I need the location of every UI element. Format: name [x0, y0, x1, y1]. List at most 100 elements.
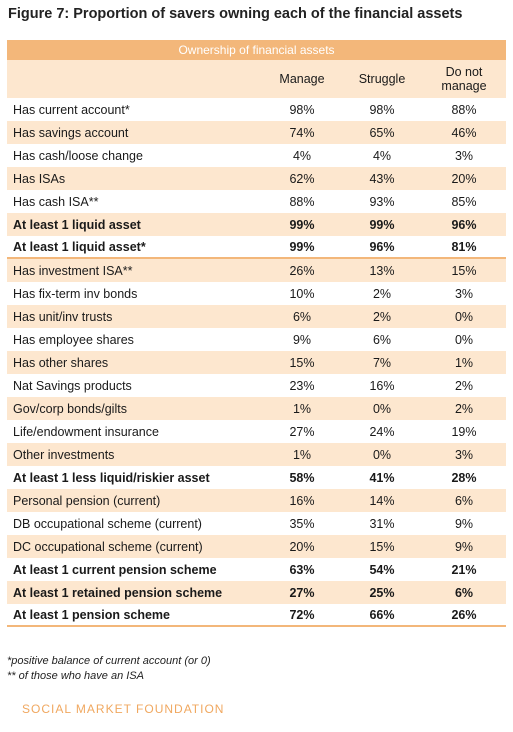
- cell-struggle: 66%: [369, 607, 395, 622]
- cell-do-not-manage: 9%: [454, 539, 474, 554]
- cell-manage: 1%: [292, 447, 312, 462]
- footer-brand: SOCIAL MARKET FOUNDATION: [22, 702, 225, 716]
- cell-manage: 88%: [289, 194, 315, 209]
- cell-manage: 10%: [289, 286, 315, 301]
- table-row: At least 1 liquid asset* 99% 96% 81%: [7, 236, 506, 259]
- row-label: At least 1 pension scheme: [13, 607, 171, 622]
- table-row: Has cash ISA** 88% 93% 85%: [7, 190, 506, 213]
- footnote: ** of those who have an ISA: [7, 670, 144, 682]
- row-label: At least 1 retained pension scheme: [13, 585, 223, 600]
- row-label: Life/endowment insurance: [13, 424, 159, 439]
- cell-manage: 63%: [289, 562, 315, 577]
- cell-do-not-manage: 88%: [451, 102, 477, 117]
- row-label: Other investments: [13, 447, 115, 462]
- cell-do-not-manage: 6%: [454, 493, 474, 508]
- cell-manage: 9%: [292, 332, 312, 347]
- cell-struggle: 16%: [369, 378, 395, 393]
- cell-do-not-manage: 81%: [451, 239, 477, 254]
- cell-struggle: 14%: [369, 493, 395, 508]
- cell-struggle: 7%: [372, 355, 392, 370]
- column-header-blank: [7, 60, 262, 98]
- row-label: Nat Savings products: [13, 378, 132, 393]
- cell-do-not-manage: 0%: [454, 309, 474, 324]
- table-row: At least 1 pension scheme 72% 66% 26%: [7, 604, 506, 627]
- row-label: Has employee shares: [13, 332, 134, 347]
- cell-do-not-manage: 96%: [451, 217, 477, 232]
- row-label: Has unit/inv trusts: [13, 309, 113, 324]
- cell-manage: 20%: [289, 539, 315, 554]
- footnotes: *positive balance of current account (or…: [7, 654, 211, 684]
- cell-manage: 74%: [289, 125, 315, 140]
- cell-manage: 98%: [289, 102, 315, 117]
- cell-manage: 58%: [289, 470, 315, 485]
- cell-manage: 99%: [289, 217, 315, 232]
- cell-do-not-manage: 20%: [451, 171, 477, 186]
- footnote: *positive balance of current account (or…: [7, 655, 211, 667]
- row-label: Has other shares: [13, 355, 109, 370]
- cell-do-not-manage: 3%: [454, 148, 474, 163]
- cell-do-not-manage: 9%: [454, 516, 474, 531]
- table-row: Has other shares 15% 7% 1%: [7, 351, 506, 374]
- cell-do-not-manage: 2%: [454, 401, 474, 416]
- table-row: Gov/corp bonds/gilts 1% 0% 2%: [7, 397, 506, 420]
- cell-manage: 72%: [289, 607, 315, 622]
- table-body: Has current account* 98% 98% 88% Has savings…: [7, 98, 506, 627]
- cell-do-not-manage: 1%: [454, 355, 474, 370]
- table-row: Has ISAs 62% 43% 20%: [7, 167, 506, 190]
- table-row: Has employee shares 9% 6% 0%: [7, 328, 506, 351]
- cell-do-not-manage: 0%: [454, 332, 474, 347]
- table-row: Has savings account 74% 65% 46%: [7, 121, 506, 144]
- cell-struggle: 54%: [369, 562, 395, 577]
- cell-struggle: 15%: [369, 539, 395, 554]
- cell-struggle: 2%: [372, 286, 392, 301]
- table-row: At least 1 less liquid/riskier asset 58% 4…: [7, 466, 506, 489]
- cell-manage: 27%: [289, 424, 315, 439]
- cell-manage: 62%: [289, 171, 315, 186]
- cell-manage: 23%: [289, 378, 315, 393]
- table-row: Has investment ISA** 26% 13% 15%: [7, 259, 506, 282]
- table-row: Has cash/loose change 4% 4% 3%: [7, 144, 506, 167]
- cell-struggle: 41%: [369, 470, 395, 485]
- column-header-row: Manage Struggle Do not manage: [7, 60, 506, 98]
- table-row: At least 1 current pension scheme 63% 54% 2…: [7, 558, 506, 581]
- table-row: DB occupational scheme (current) 35% 31% 9%: [7, 512, 506, 535]
- cell-struggle: 96%: [369, 239, 395, 254]
- column-header-manage: Manage: [279, 72, 325, 86]
- row-label: Has fix-term inv bonds: [13, 286, 138, 301]
- cell-manage: 6%: [292, 309, 312, 324]
- table-row: At least 1 liquid asset 99% 99% 96%: [7, 213, 506, 236]
- row-label: At least 1 current pension scheme: [13, 562, 217, 577]
- row-label: Personal pension (current): [13, 493, 161, 508]
- cell-struggle: 93%: [369, 194, 395, 209]
- table-row: Has fix-term inv bonds 10% 2% 3%: [7, 282, 506, 305]
- table-row: Has current account* 98% 98% 88%: [7, 98, 506, 121]
- cell-manage: 16%: [289, 493, 315, 508]
- cell-do-not-manage: 2%: [454, 378, 474, 393]
- cell-manage: 35%: [289, 516, 315, 531]
- table-row: Life/endowment insurance 27% 24% 19%: [7, 420, 506, 443]
- cell-struggle: 65%: [369, 125, 395, 140]
- cell-struggle: 98%: [369, 102, 395, 117]
- cell-do-not-manage: 6%: [454, 585, 474, 600]
- cell-struggle: 24%: [369, 424, 395, 439]
- table-row: DC occupational scheme (current) 20% 15% 9%: [7, 535, 506, 558]
- table-row: Has unit/inv trusts 6% 2% 0%: [7, 305, 506, 328]
- cell-struggle: 13%: [369, 263, 395, 278]
- row-label: At least 1 less liquid/riskier asset: [13, 470, 210, 485]
- ownership-table: Ownership of financial assets Manage Str…: [7, 40, 506, 627]
- cell-do-not-manage: 28%: [451, 470, 477, 485]
- figure-title: Figure 7: Proportion of savers owning ea…: [8, 6, 463, 22]
- table-row: Nat Savings products 23% 16% 2%: [7, 374, 506, 397]
- cell-manage: 99%: [289, 239, 315, 254]
- row-label: Has cash/loose change: [13, 148, 143, 163]
- row-label: Has ISAs: [13, 171, 66, 186]
- row-label: Has current account*: [13, 102, 130, 117]
- column-header-struggle: Struggle: [358, 72, 406, 86]
- row-label: DC occupational scheme (current): [13, 539, 203, 554]
- cell-do-not-manage: 19%: [451, 424, 477, 439]
- cell-manage: 27%: [289, 585, 315, 600]
- row-label: At least 1 liquid asset*: [13, 239, 146, 254]
- cell-struggle: 4%: [372, 148, 392, 163]
- row-label: Gov/corp bonds/gilts: [13, 401, 127, 416]
- cell-struggle: 2%: [372, 309, 392, 324]
